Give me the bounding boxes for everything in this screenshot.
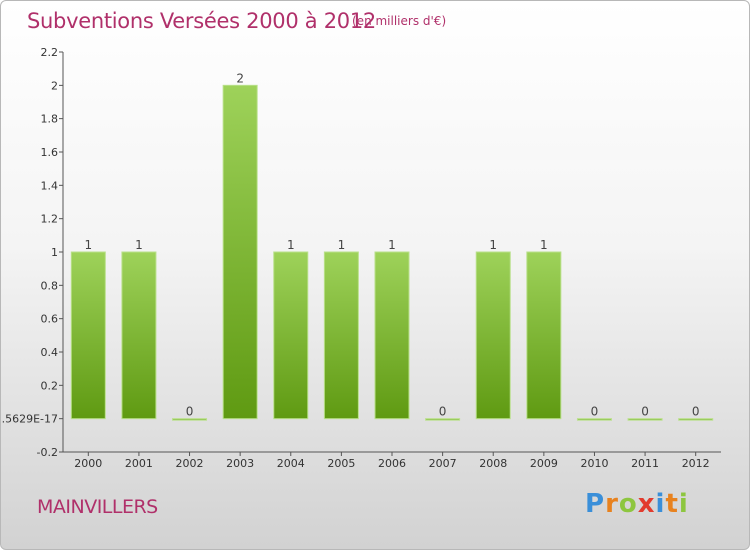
x-tick-label: 2004 [277, 457, 305, 470]
bar-2012 [678, 418, 714, 421]
bar-2001 [121, 251, 157, 420]
bar-2004 [273, 251, 309, 420]
proxiti-logo: Proxiti [585, 489, 689, 519]
bar-2005 [323, 251, 359, 420]
data-label-2000: 1 [84, 238, 92, 252]
data-label-2005: 1 [338, 238, 346, 252]
x-tick-label: 2010 [580, 457, 608, 470]
y-tick-label: 1.2 [41, 213, 59, 226]
y-tick-label: 0.2 [41, 379, 59, 392]
commune-name: MAINVILLERS [37, 496, 158, 518]
y-tick-label: -0.2 [37, 446, 58, 459]
x-tick-label: 2008 [479, 457, 507, 470]
y-tick-label: 0.4 [41, 346, 59, 359]
bar-2006 [374, 251, 410, 420]
bar-2010 [576, 418, 612, 421]
x-tick-label: 2009 [530, 457, 558, 470]
y-tick-label: 2 [51, 79, 58, 92]
x-tick-label: 2006 [378, 457, 406, 470]
x-tick-label: 2001 [125, 457, 153, 470]
y-tick-label: -1.5629E-17 [1, 413, 58, 426]
x-tick-label: 2000 [74, 457, 102, 470]
x-tick-label: 2003 [226, 457, 254, 470]
bar-2002 [172, 418, 208, 421]
y-tick-label: 1.8 [41, 113, 59, 126]
data-label-2010: 0 [591, 405, 599, 419]
bar-2007 [425, 418, 461, 421]
y-tick-label: 2.2 [41, 46, 59, 59]
bar-2008 [475, 251, 511, 420]
data-label-2012: 0 [692, 405, 700, 419]
x-tick-label: 2012 [682, 457, 710, 470]
x-tick-label: 2005 [327, 457, 355, 470]
data-label-2003: 2 [236, 71, 244, 85]
y-tick-label: 1 [51, 246, 58, 259]
bar-2000 [70, 251, 106, 420]
data-label-2002: 0 [186, 405, 194, 419]
chart-title: Subventions Versées 2000 à 2012 [27, 9, 376, 33]
chart-unit: (en milliers d'€) [352, 14, 447, 28]
x-tick-label: 2007 [429, 457, 457, 470]
y-tick-label: 0.6 [41, 313, 59, 326]
data-label-2009: 1 [540, 238, 548, 252]
x-tick-label: 2011 [631, 457, 659, 470]
data-label-2011: 0 [641, 405, 649, 419]
bar-2003 [222, 84, 258, 420]
y-tick-label: 1.6 [41, 146, 59, 159]
data-label-2006: 1 [388, 238, 396, 252]
data-label-2008: 1 [489, 238, 497, 252]
bar-2009 [526, 251, 562, 420]
y-tick-label: 1.4 [41, 179, 59, 192]
data-label-2004: 1 [287, 238, 295, 252]
data-label-2007: 0 [439, 405, 447, 419]
x-tick-label: 2002 [176, 457, 204, 470]
bar-2011 [627, 418, 663, 421]
data-label-2001: 1 [135, 238, 143, 252]
y-tick-label: 0.8 [41, 279, 59, 292]
